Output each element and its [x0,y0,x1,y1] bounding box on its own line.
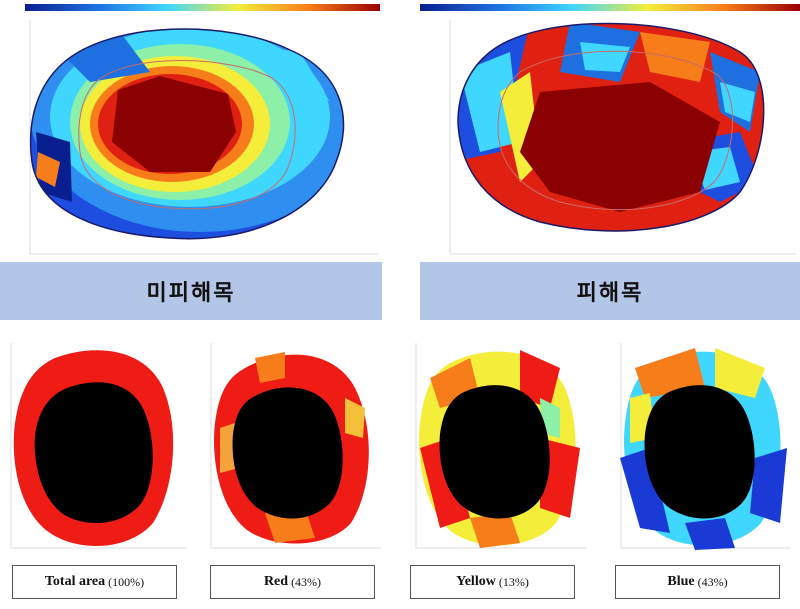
label-total-area: Total area (100%) [12,565,177,599]
label-red-name: Red [263,574,289,589]
tomogram-panel-damaged: 피해목 [420,0,800,322]
label-yellow: Yellow (13%) [410,565,575,599]
label-red: Red (43%) [210,565,375,599]
caption-undamaged: 미피해목 [0,262,382,320]
label-blue: Blue (43%) [615,565,780,599]
color-scale-bar [420,4,800,11]
label-yellow-percent: (13%) [498,574,529,589]
label-total-area-percent: (100%) [108,574,145,589]
ring-map-yellow [410,338,590,553]
label-blue-percent: (43%) [697,574,728,589]
tomogram-panel-undamaged: 미피해목 [0,0,382,322]
ring-map-total-area [5,338,190,553]
label-total-area-name: Total area [44,574,106,589]
caption-damaged: 피해목 [420,262,800,320]
color-scale-bar [25,4,380,11]
tomogram-image-undamaged [0,12,382,260]
ring-map-blue [615,338,795,553]
label-yellow-name: Yellow [456,574,496,589]
label-red-percent: (43%) [291,574,322,589]
label-blue-name: Blue [667,574,695,589]
ring-map-red [205,338,385,553]
tomogram-image-damaged [420,12,800,260]
